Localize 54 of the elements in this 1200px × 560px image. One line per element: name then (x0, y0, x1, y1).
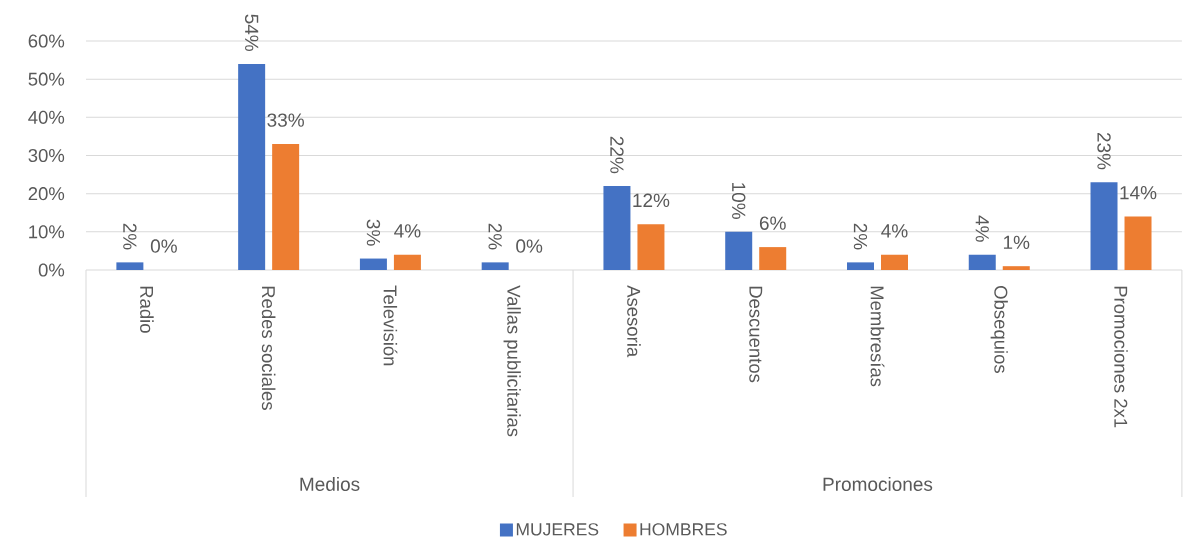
x-tick-label: Promociones 2x1 (1114, 286, 1128, 428)
data-label: 3% (366, 219, 381, 246)
bar (1002, 266, 1030, 270)
y-tick-label: 30% (28, 148, 65, 163)
bar (759, 247, 787, 270)
data-label: 10% (731, 183, 746, 219)
bar (846, 262, 874, 270)
data-label: 2% (123, 223, 137, 250)
data-label: 1% (1003, 235, 1030, 249)
bar (393, 254, 421, 270)
y-tick-label: 10% (29, 225, 65, 239)
x-tick-label: Membresías (870, 286, 885, 387)
bar (637, 224, 665, 270)
x-tick-label: Televisión (383, 285, 398, 366)
bar (603, 186, 631, 270)
data-label: 12% (633, 193, 670, 207)
bar (725, 231, 753, 270)
legend-label: MUJERES (516, 523, 599, 536)
text: Promociones (823, 477, 933, 491)
x-tick-label: Asesoria (627, 285, 641, 358)
bar (880, 254, 908, 270)
x-tick-label: Obsequios (990, 286, 1008, 373)
y-tick-label: 0% (38, 263, 65, 277)
x-tick-label: Redes sociales (261, 286, 276, 410)
data-label: 2% (853, 223, 868, 250)
bar (359, 258, 387, 270)
y-tick-label: 50% (28, 72, 65, 86)
bar (238, 63, 266, 270)
data-label: 4% (975, 215, 989, 242)
bar (1124, 216, 1152, 270)
bar (272, 144, 300, 270)
bar (968, 254, 996, 270)
legend-label: HOMBRES (640, 523, 727, 536)
y-tick-label: 20% (28, 187, 65, 201)
data-label: 4% (394, 224, 421, 238)
data-label: 2% (488, 223, 502, 250)
data-label: 54% (244, 14, 259, 52)
data-label: 22% (610, 136, 624, 174)
bar (1090, 182, 1118, 270)
x-tick-label: Descuentos (749, 286, 763, 383)
data-label: 4% (881, 224, 908, 238)
data-label: 33% (267, 113, 304, 127)
data-label: 14% (1120, 186, 1157, 200)
data-label: 0% (516, 239, 543, 253)
y-tick-label: 60% (28, 34, 65, 48)
data-label: 6% (759, 216, 786, 230)
bar (481, 262, 509, 270)
text: Medios (300, 477, 360, 491)
x-tick-label: Vallas publicitarias (503, 285, 521, 437)
bar (116, 262, 144, 270)
y-tick-label: 40% (28, 110, 65, 124)
x-tick-label: Radio (140, 286, 154, 333)
data-label: 0% (150, 239, 177, 253)
data-label: 23% (1097, 132, 1111, 170)
